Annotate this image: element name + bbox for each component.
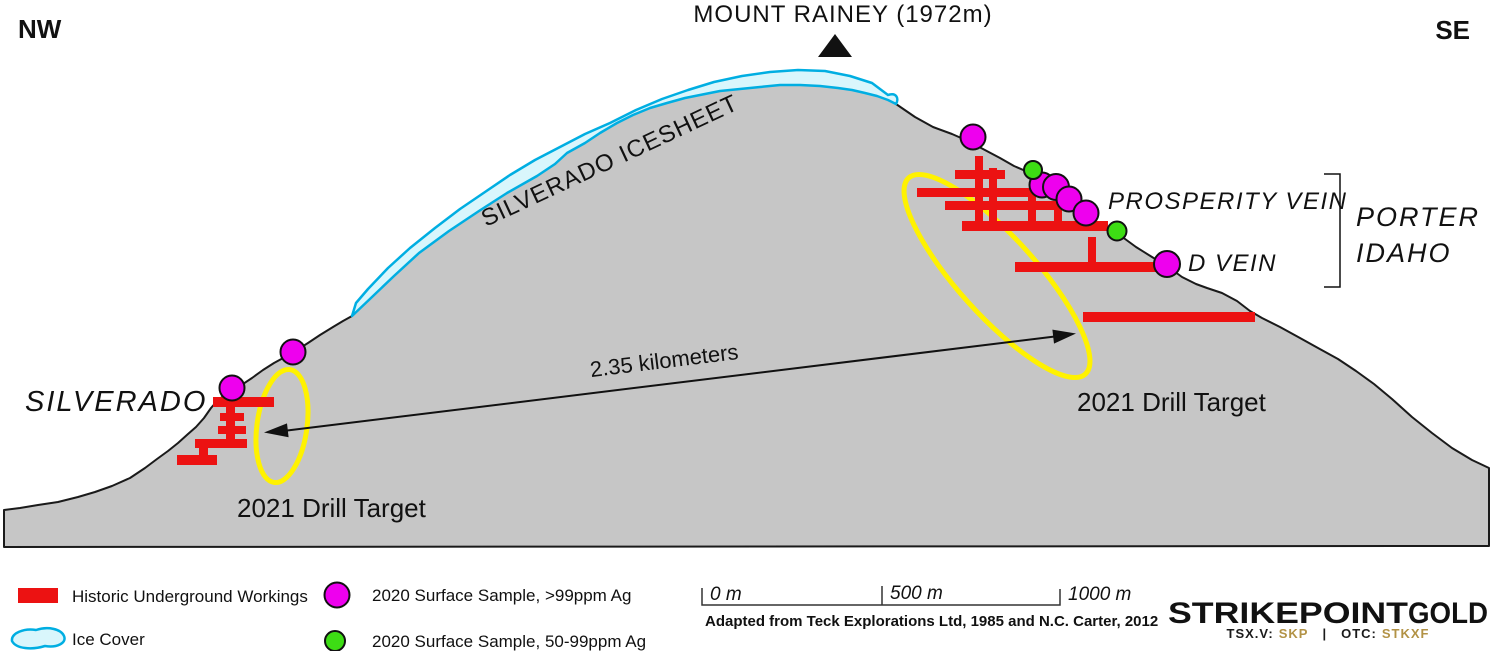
sample-marker: [1106, 220, 1128, 242]
surface-samples-high: [218, 123, 1181, 402]
peak-title: MOUNT RAINEY (1972m): [693, 1, 992, 28]
logo-name-black: STRIKEPOINT: [1168, 597, 1408, 630]
ticker-symbol-1: SKP: [1279, 626, 1309, 641]
arrowhead-left: [264, 423, 289, 438]
legend-ice-swatch: [10, 627, 66, 650]
workings-porter-idaho: [917, 156, 1255, 322]
drill-target-label-porter: 2021 Drill Target: [1077, 387, 1267, 417]
drill-target-label-silverado: 2021 Drill Target: [237, 493, 427, 523]
legend-sample-mid-label: 2020 Surface Sample, 50-99ppm Ag: [372, 632, 646, 651]
mountain-silhouette: [4, 85, 1489, 547]
sample-marker: [218, 374, 246, 402]
workings-silverado: [177, 397, 274, 465]
scale-bar: 0 m 500 m 1000 m: [701, 583, 1131, 606]
sample-marker: [279, 338, 307, 366]
logo-ticker: TSX.V: SKP | OTC: STKXF: [1227, 626, 1430, 641]
porter-idaho-bracket: [1324, 173, 1341, 288]
sample-marker: [959, 123, 987, 151]
attribution-note: Adapted from Teck Explorations Ltd, 1985…: [705, 613, 1158, 630]
legend-sample-high-swatch: [323, 581, 351, 609]
silverado-label: SILVERADO: [25, 386, 207, 418]
legend-workings-swatch: [18, 588, 58, 603]
logo-name-gold: GOLD: [1408, 597, 1488, 630]
summit-triangle-icon: [818, 34, 852, 57]
legend-sample-high-label: 2020 Surface Sample, >99ppm Ag: [372, 586, 631, 605]
strikepoint-gold-logo: STRIKEPOINT GOLD TSX.V: SKP | OTC: STKXF: [1168, 597, 1488, 641]
drill-target-ellipse-porter: [901, 171, 1093, 381]
legend-sample-mid-swatch: [324, 630, 346, 651]
ticker-exchange-1: TSX.V:: [1227, 626, 1274, 641]
surface-samples-mid: [1023, 160, 1128, 242]
icesheet-shape: [350, 68, 899, 318]
scale-label-0: 0 m: [710, 584, 742, 605]
porter-idaho-label-line1: PORTER: [1356, 202, 1480, 232]
legend-ice-label: Ice Cover: [72, 630, 145, 649]
sample-marker: [1153, 250, 1181, 278]
legend-workings-label: Historic Underground Workings: [72, 587, 308, 606]
ticker-exchange-2: OTC:: [1341, 626, 1377, 641]
porter-idaho-label-line2: IDAHO: [1356, 238, 1452, 268]
drill-target-ellipse-silverado: [253, 366, 311, 486]
scale-label-1000: 1000 m: [1068, 584, 1131, 605]
compass-se: SE: [1435, 15, 1470, 45]
prosperity-vein-label: PROSPERITY VEIN: [1108, 188, 1347, 215]
distance-arrow: [264, 329, 1076, 438]
arrowhead-right: [1052, 329, 1076, 344]
ticker-symbol-2: STKXF: [1382, 626, 1430, 641]
sample-marker: [1072, 199, 1100, 227]
sample-marker: [1023, 160, 1043, 180]
scale-label-500: 500 m: [890, 583, 943, 604]
ticker-divider: |: [1322, 626, 1327, 641]
compass-nw: NW: [18, 14, 62, 44]
legend: Historic Underground Workings Ice Cover …: [10, 581, 646, 651]
d-vein-label: D VEIN: [1188, 250, 1277, 277]
